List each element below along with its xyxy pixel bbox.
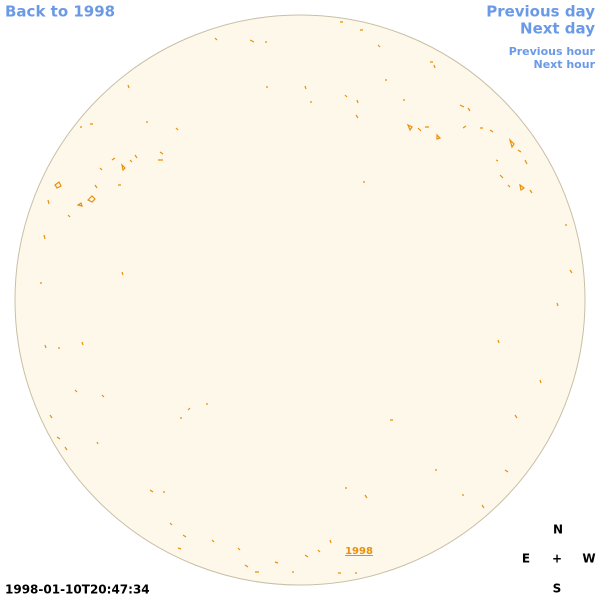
previous-hour-link[interactable]: Previous hour xyxy=(509,45,596,58)
back-link[interactable]: Back to 1998 xyxy=(5,3,115,21)
compass-center: + xyxy=(552,552,562,566)
compass-north: N xyxy=(553,523,563,537)
active-regions xyxy=(40,21,573,574)
solar-disk xyxy=(14,14,586,586)
compass-west: W xyxy=(582,552,595,566)
timestamp: 1998-01-10T20:47:34 xyxy=(5,583,150,597)
compass-east: E xyxy=(522,552,530,566)
region-label[interactable]: 1998 xyxy=(345,546,373,557)
next-day-link[interactable]: Next day xyxy=(520,20,595,38)
previous-day-link[interactable]: Previous day xyxy=(486,3,595,21)
compass-south: S xyxy=(553,582,562,596)
next-hour-link[interactable]: Next hour xyxy=(534,58,596,71)
